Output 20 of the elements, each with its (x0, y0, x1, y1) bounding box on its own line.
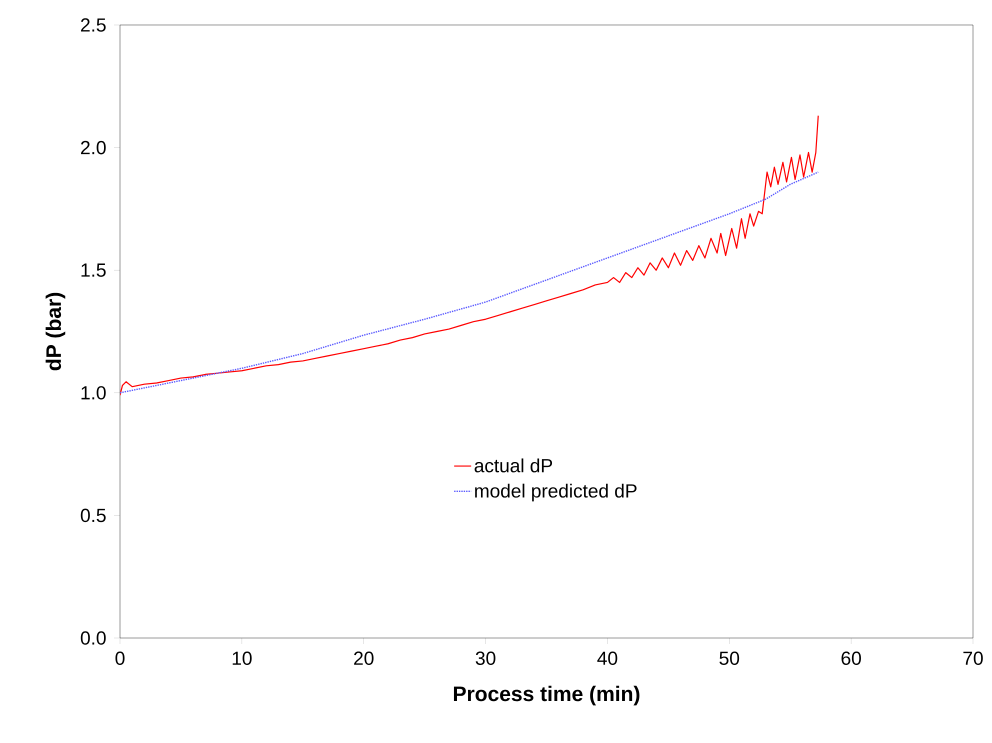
x-tick-label: 10 (232, 652, 252, 665)
x-tick-label: 20 (354, 652, 374, 665)
x-tick-label: 40 (597, 652, 618, 665)
legend-label: model predicted dP (475, 484, 637, 502)
x-tick-label: 30 (476, 652, 496, 665)
y-tick-label: 0.0 (80, 631, 106, 645)
y-axis-title: dP (bar) (46, 292, 66, 370)
line-series (120, 115, 819, 396)
y-tick-label: 2.5 (81, 18, 106, 32)
x-tick-label: 60 (842, 652, 861, 665)
y-tick-label: 1.0 (82, 386, 106, 400)
y-tick-label: 2.0 (81, 140, 106, 154)
line-series (120, 171, 819, 394)
y-tick-label: 0.5 (80, 508, 106, 522)
x-tick-label: 70 (963, 652, 983, 665)
y-tick-label: 1.5 (82, 264, 106, 277)
x-tick-label: 0 (115, 652, 125, 665)
legend-label: actual dP (474, 458, 552, 472)
x-tick-label: 50 (719, 652, 740, 665)
x-axis-title: Process time (min) (454, 686, 640, 706)
